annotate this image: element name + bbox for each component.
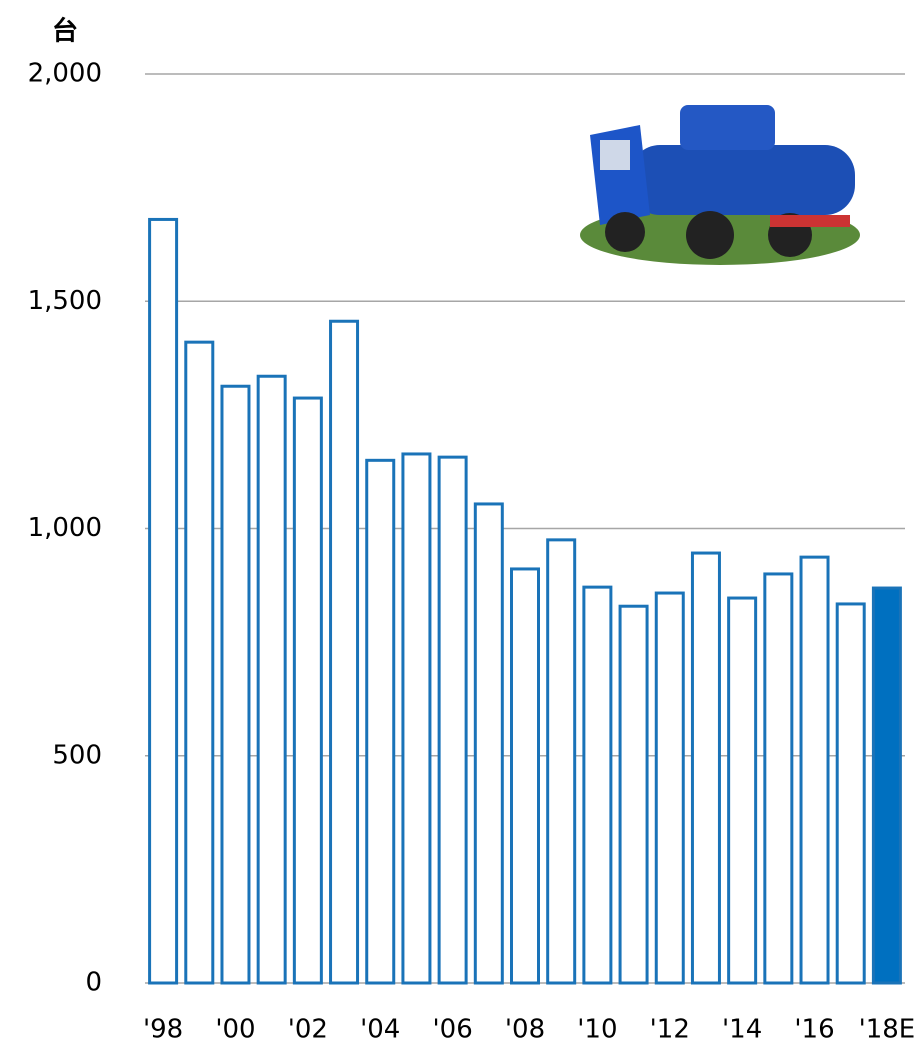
x-tick-label: '06 [433,1015,473,1045]
bar [727,596,758,985]
y-tick-label: 2,000 [28,59,102,89]
bar [654,591,685,985]
bar [184,340,215,985]
bar [437,455,468,985]
bar [256,374,287,985]
bar [401,452,432,985]
x-tick-label: '08 [505,1015,545,1045]
truck-illustration [580,105,860,265]
x-tick-label: '14 [722,1015,762,1045]
bar [220,384,251,985]
x-tick-label: '10 [577,1015,617,1045]
wheel [686,211,734,259]
bar [546,538,577,985]
tank-top [680,105,775,150]
bar [473,502,504,985]
x-tick-label: '12 [650,1015,690,1045]
bar [329,319,360,985]
x-tick-label: '00 [215,1015,255,1045]
bar [835,602,866,985]
bar [763,572,794,985]
x-tick-label: '16 [794,1015,834,1045]
x-tick-label: '18E [859,1015,916,1045]
bar [292,396,323,985]
y-tick-label: 500 [52,740,102,770]
y-tick-label: 0 [85,968,102,998]
bar [618,604,649,985]
bar [690,551,721,985]
bar [871,586,902,985]
x-tick-label: '98 [143,1015,183,1045]
window [600,140,630,170]
x-tick-label: '04 [360,1015,400,1045]
bar [582,585,613,985]
y-tick-label: 1,500 [28,286,102,316]
y-axis-label: 台 [52,16,78,47]
bar [365,458,396,985]
bar [799,555,830,985]
bar [510,567,540,985]
bar [148,217,179,985]
bumper [770,215,850,227]
tank [630,145,855,215]
y-tick-label: 1,000 [28,513,102,543]
x-tick-label: '02 [288,1015,328,1045]
wheel [605,212,645,252]
